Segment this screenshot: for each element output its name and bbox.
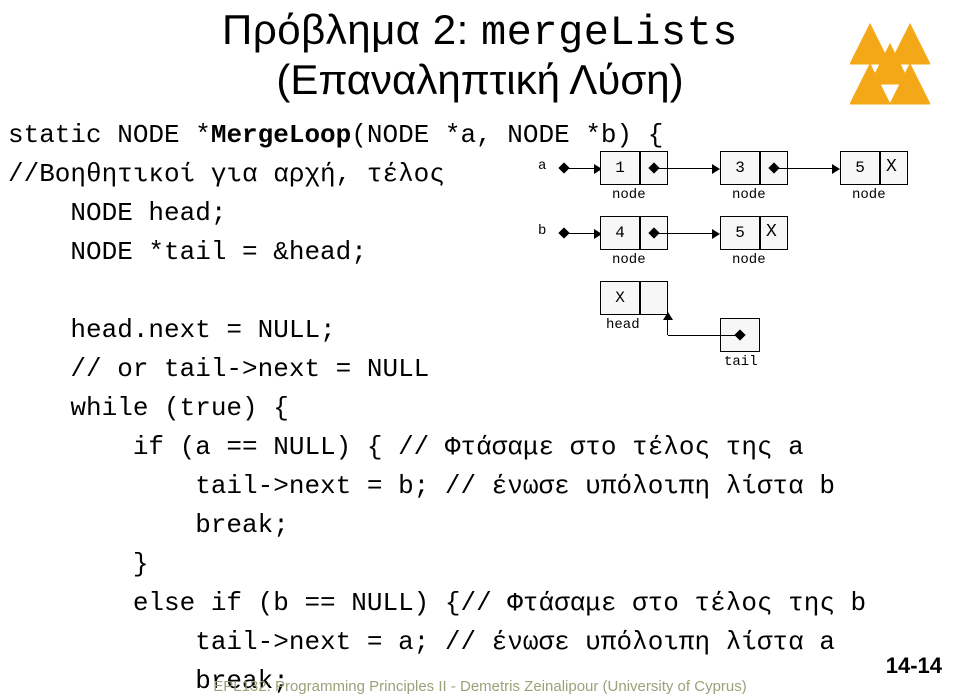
node-box: 3	[720, 151, 760, 185]
label-a: a	[538, 158, 546, 174]
slide-subtitle: (Επαναληπτική Λύση)	[0, 56, 960, 104]
arrow-icon	[568, 233, 596, 234]
title-prefix: Πρόβλημα 2:	[222, 6, 481, 53]
node-label: node	[852, 187, 886, 203]
page-number: 14-14	[886, 653, 942, 679]
label-b: b	[538, 223, 546, 239]
linked-list-diagram: a 1 node 3 node 5 X node b 4 node 5 X no…	[530, 138, 950, 398]
node-box: 5	[720, 216, 760, 250]
node-label: node	[732, 187, 766, 203]
arrow-icon	[658, 233, 714, 234]
arrow-icon	[568, 168, 596, 169]
slide-footer: EPL132: Programming Principles II - Deme…	[0, 678, 960, 695]
node-label: node	[732, 252, 766, 268]
arrow-icon	[667, 318, 668, 335]
arrow-icon	[778, 168, 834, 169]
null-x: X	[886, 157, 897, 177]
null-x: X	[766, 222, 777, 242]
node-box: 1	[600, 151, 640, 185]
node-box: 5	[840, 151, 880, 185]
head-ptr-box	[640, 281, 668, 315]
node-label: node	[612, 187, 646, 203]
label-head: head	[606, 317, 640, 333]
tree-logo-icon	[850, 20, 930, 110]
node-label: node	[612, 252, 646, 268]
node-box: 4	[600, 216, 640, 250]
slide-title: Πρόβλημα 2: mergeLists	[0, 6, 960, 57]
title-mono: mergeLists	[481, 9, 738, 57]
arrow-line	[668, 335, 736, 336]
label-tail: tail	[724, 354, 758, 370]
head-box: X	[600, 281, 640, 315]
arrow-icon	[658, 168, 714, 169]
